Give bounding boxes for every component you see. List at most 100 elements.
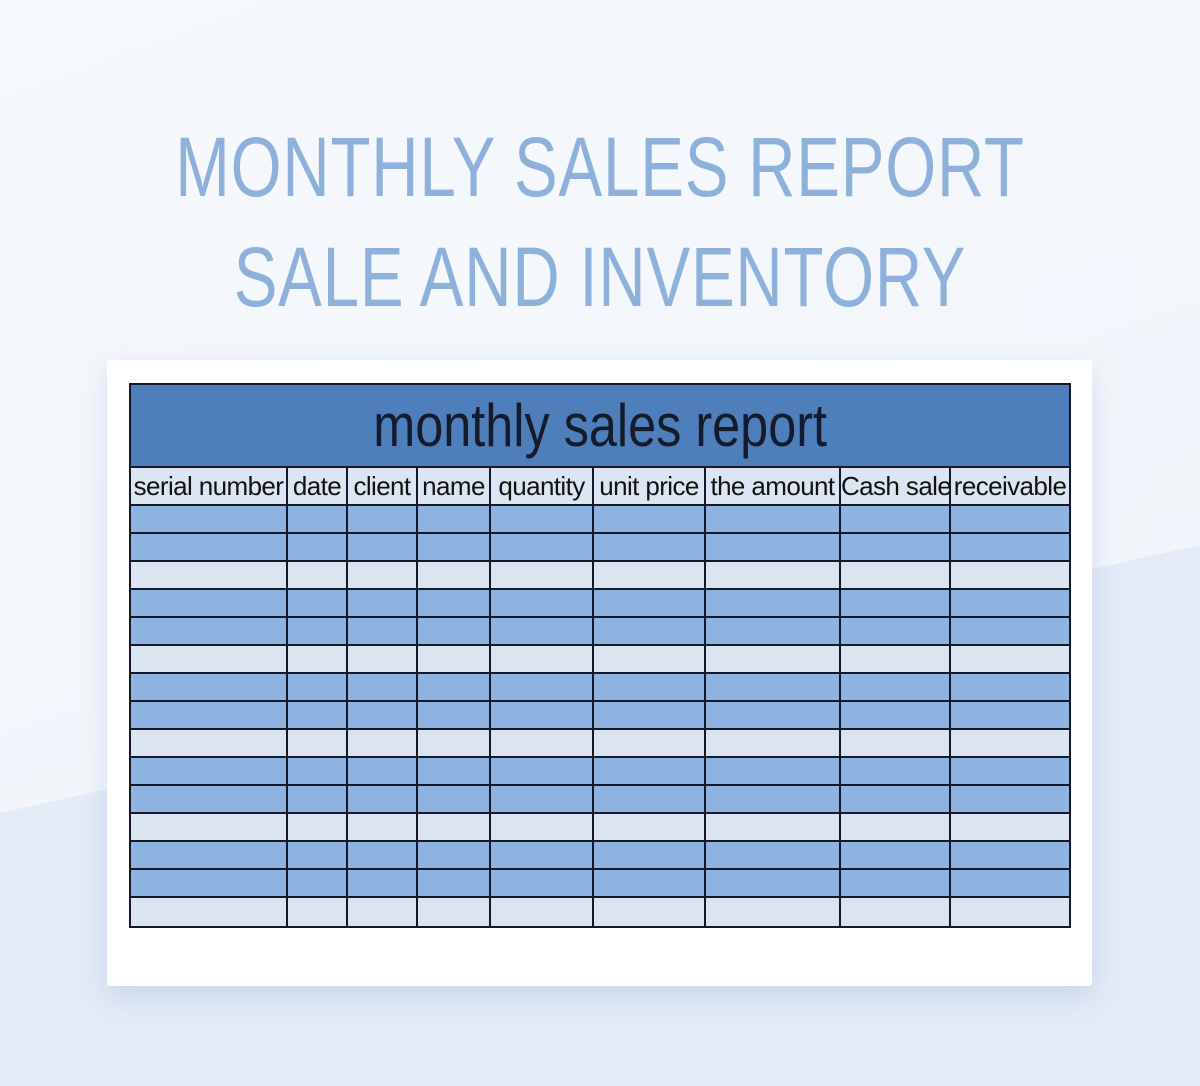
table-cell bbox=[129, 532, 288, 562]
table-cell bbox=[704, 616, 841, 646]
table-cell bbox=[948, 868, 1072, 898]
table-cell bbox=[346, 784, 418, 814]
table-cell bbox=[704, 532, 841, 562]
table-cell bbox=[346, 756, 418, 786]
table-cell bbox=[704, 700, 841, 730]
table-cell bbox=[592, 840, 706, 870]
table-cell bbox=[416, 728, 491, 758]
table-row bbox=[129, 504, 1072, 534]
table-cell bbox=[948, 756, 1072, 786]
table-cell bbox=[416, 560, 491, 590]
table-title-cell: monthly sales report bbox=[128, 383, 1072, 468]
table-cell bbox=[704, 840, 841, 870]
column-header: serial number bbox=[129, 466, 288, 506]
table-cell bbox=[416, 812, 491, 842]
column-header: name bbox=[416, 466, 491, 506]
table-row bbox=[129, 812, 1072, 842]
table-cell bbox=[839, 700, 951, 730]
table-cell bbox=[346, 588, 418, 618]
table-cell bbox=[286, 532, 348, 562]
table-cell bbox=[489, 728, 594, 758]
table-cell bbox=[286, 616, 348, 646]
table-cell bbox=[346, 840, 418, 870]
table-cell bbox=[346, 896, 418, 928]
column-header: receivable bbox=[948, 466, 1072, 506]
table-row bbox=[129, 896, 1072, 928]
table-cell bbox=[592, 616, 706, 646]
table-cell bbox=[704, 644, 841, 674]
table-cell bbox=[839, 616, 951, 646]
table-cell bbox=[129, 896, 288, 928]
table-cell bbox=[416, 644, 491, 674]
table-cell bbox=[704, 812, 841, 842]
table-cell bbox=[839, 672, 951, 702]
table-cell bbox=[286, 700, 348, 730]
table-cell bbox=[416, 700, 491, 730]
table-cell bbox=[129, 588, 288, 618]
table-cell bbox=[592, 896, 706, 928]
table-cell bbox=[839, 840, 951, 870]
table-cell bbox=[286, 868, 348, 898]
table-cell bbox=[592, 728, 706, 758]
hero-title-line1: MONTHLY SALES REPORT bbox=[175, 120, 1025, 214]
table-row bbox=[129, 672, 1072, 702]
table-cell bbox=[489, 784, 594, 814]
table-cell bbox=[592, 672, 706, 702]
table-cell bbox=[592, 588, 706, 618]
table-cell bbox=[129, 504, 288, 534]
table-cell bbox=[346, 644, 418, 674]
table-cell bbox=[839, 868, 951, 898]
table-cell bbox=[489, 756, 594, 786]
table-cell bbox=[346, 868, 418, 898]
table-cell bbox=[704, 728, 841, 758]
table-cell bbox=[839, 728, 951, 758]
table-cell bbox=[839, 644, 951, 674]
column-header: date bbox=[286, 466, 348, 506]
table-cell bbox=[592, 784, 706, 814]
table-cell bbox=[592, 700, 706, 730]
table-cell bbox=[704, 868, 841, 898]
table-cell bbox=[839, 756, 951, 786]
table-cell bbox=[489, 588, 594, 618]
table-cell bbox=[704, 560, 841, 590]
table-cell bbox=[286, 644, 348, 674]
table-cell bbox=[129, 560, 288, 590]
column-header: Cash sale bbox=[839, 466, 951, 506]
table-cell bbox=[704, 588, 841, 618]
table-cell bbox=[346, 532, 418, 562]
table-cell bbox=[416, 588, 491, 618]
table-cell bbox=[592, 756, 706, 786]
table-cell bbox=[129, 616, 288, 646]
table-cell bbox=[489, 812, 594, 842]
table-cell bbox=[948, 896, 1072, 928]
table-cell bbox=[592, 812, 706, 842]
table-cell bbox=[948, 532, 1072, 562]
table-cell bbox=[416, 672, 491, 702]
table-cell bbox=[839, 896, 951, 928]
table-row bbox=[129, 840, 1072, 870]
table-cell bbox=[286, 504, 348, 534]
table-cell bbox=[948, 784, 1072, 814]
table-title: monthly sales report bbox=[373, 392, 827, 459]
table-cell bbox=[286, 784, 348, 814]
table-cell bbox=[346, 728, 418, 758]
table-cell bbox=[416, 784, 491, 814]
table-cell bbox=[129, 672, 288, 702]
table-cell bbox=[346, 616, 418, 646]
table-cell bbox=[489, 672, 594, 702]
table-cell bbox=[948, 728, 1072, 758]
table-cell bbox=[346, 700, 418, 730]
table-cell bbox=[416, 504, 491, 534]
table-row bbox=[129, 616, 1072, 646]
table-cell bbox=[489, 644, 594, 674]
table-cell bbox=[948, 672, 1072, 702]
table-cell bbox=[839, 560, 951, 590]
table-row bbox=[129, 728, 1072, 758]
report-card: monthly sales report serial number date cl… bbox=[107, 360, 1092, 986]
table-cell bbox=[129, 728, 288, 758]
table-cell bbox=[416, 840, 491, 870]
column-header: client bbox=[346, 466, 418, 506]
table-cell bbox=[416, 896, 491, 928]
column-header: the amount bbox=[704, 466, 841, 506]
table-cell bbox=[839, 504, 951, 534]
